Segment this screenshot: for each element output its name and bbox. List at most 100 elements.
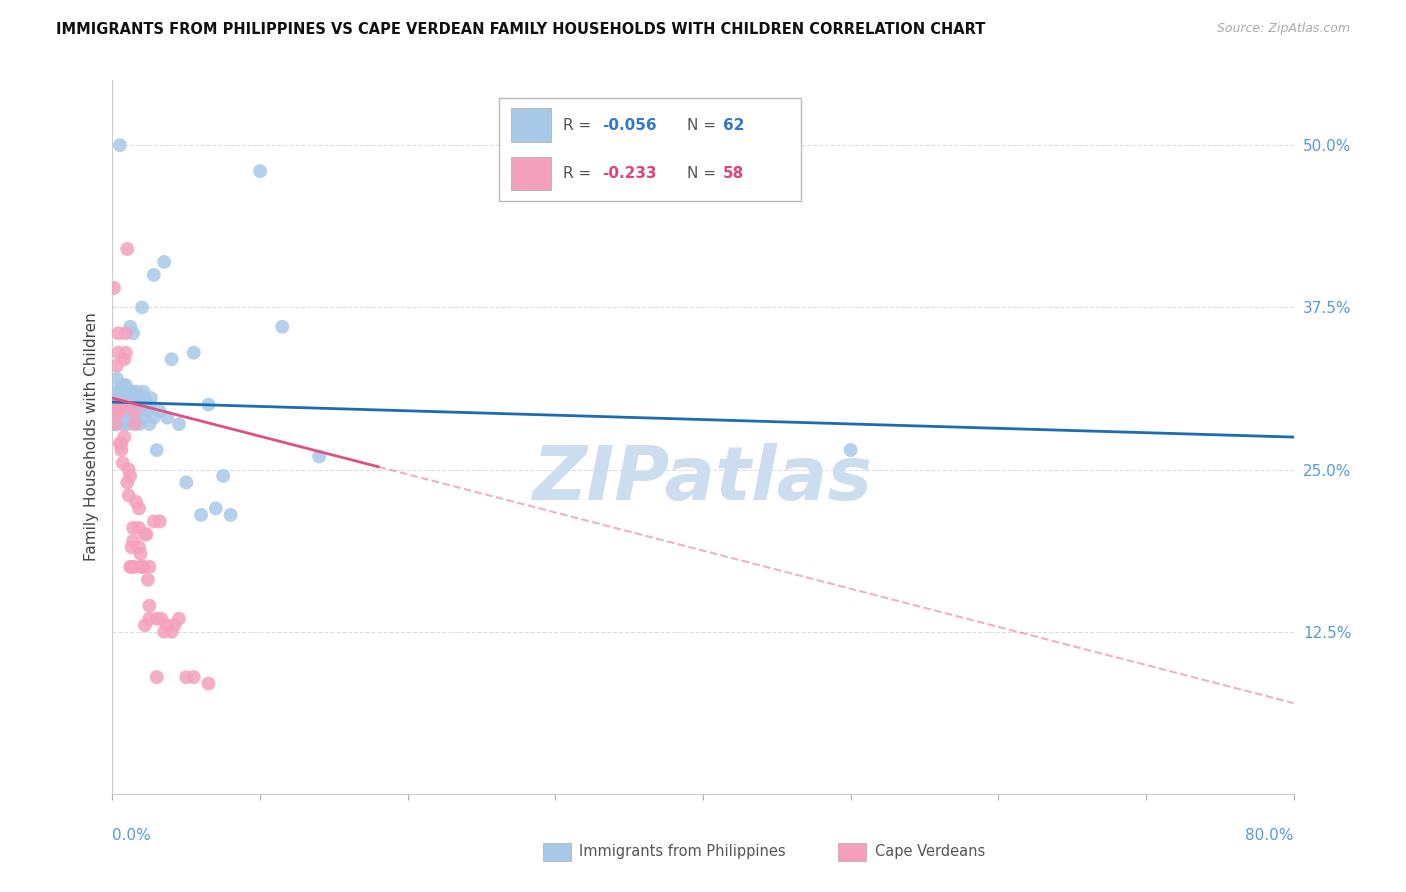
Point <box>134 618 156 632</box>
Point <box>125 495 148 509</box>
Point <box>131 559 153 574</box>
Point <box>128 391 150 405</box>
Point <box>134 410 156 425</box>
Point <box>308 450 330 464</box>
Point <box>138 612 160 626</box>
Point <box>135 527 157 541</box>
Point <box>107 391 129 405</box>
Point <box>146 670 169 684</box>
Point <box>121 541 143 555</box>
Point <box>103 281 125 295</box>
Point <box>146 443 169 458</box>
Point <box>122 391 145 405</box>
Point <box>138 599 160 613</box>
Point <box>118 391 141 405</box>
Point <box>122 533 145 548</box>
Point <box>128 501 150 516</box>
Point <box>271 319 294 334</box>
Point <box>124 417 146 431</box>
Point <box>156 618 179 632</box>
Point <box>110 436 132 450</box>
Point <box>122 521 145 535</box>
Point <box>136 573 159 587</box>
Point <box>142 410 165 425</box>
Point <box>183 345 205 359</box>
Point <box>110 443 132 458</box>
Point <box>174 670 197 684</box>
Point <box>112 352 135 367</box>
Point <box>114 326 136 341</box>
Point <box>117 242 138 256</box>
Point <box>120 404 142 418</box>
Point <box>112 391 135 405</box>
Text: N =: N = <box>686 166 720 181</box>
Point <box>121 410 143 425</box>
Point <box>125 384 148 399</box>
Point <box>197 676 219 690</box>
Point <box>249 164 271 178</box>
Point <box>120 319 142 334</box>
Point <box>138 417 160 431</box>
Point <box>129 398 152 412</box>
Point <box>112 398 135 412</box>
Point <box>135 404 157 418</box>
Point <box>110 398 132 412</box>
Text: Cape Verdeans: Cape Verdeans <box>875 845 984 859</box>
Point <box>108 384 131 399</box>
Point <box>118 462 141 476</box>
Point <box>105 359 128 373</box>
Point <box>117 417 138 431</box>
Point <box>118 488 141 502</box>
Text: N =: N = <box>686 118 720 133</box>
Point <box>127 404 149 418</box>
FancyBboxPatch shape <box>499 98 801 201</box>
Point <box>160 624 183 639</box>
Point <box>150 612 173 626</box>
Point <box>104 417 127 431</box>
Point <box>149 404 172 418</box>
Point <box>105 398 128 412</box>
Point <box>107 410 129 425</box>
Point <box>120 559 142 574</box>
Point <box>105 404 128 418</box>
Point <box>139 391 162 405</box>
Point <box>104 404 127 418</box>
Point <box>132 384 155 399</box>
Point <box>160 352 183 367</box>
Point <box>839 443 862 458</box>
Point <box>153 624 176 639</box>
Point <box>122 326 145 341</box>
Point <box>132 559 155 574</box>
Text: 0.0%: 0.0% <box>112 828 152 843</box>
Point <box>124 404 146 418</box>
Point <box>153 255 176 269</box>
Point <box>121 559 143 574</box>
Point <box>121 384 143 399</box>
Y-axis label: Family Households with Children: Family Households with Children <box>84 313 100 561</box>
Bar <box>512 157 551 190</box>
Point <box>183 670 205 684</box>
Point <box>108 138 131 153</box>
Text: Immigrants from Philippines: Immigrants from Philippines <box>579 845 786 859</box>
Point <box>149 515 172 529</box>
Text: -0.233: -0.233 <box>602 166 657 181</box>
Point <box>174 475 197 490</box>
Text: IMMIGRANTS FROM PHILIPPINES VS CAPE VERDEAN FAMILY HOUSEHOLDS WITH CHILDREN CORR: IMMIGRANTS FROM PHILIPPINES VS CAPE VERD… <box>56 22 986 37</box>
Point <box>114 378 136 392</box>
Point <box>167 612 190 626</box>
Text: 62: 62 <box>723 118 744 133</box>
Point <box>124 410 146 425</box>
Point <box>108 436 131 450</box>
Text: ZIPatlas: ZIPatlas <box>533 443 873 516</box>
Point <box>114 345 136 359</box>
Point <box>134 391 156 405</box>
Point <box>112 430 135 444</box>
Point <box>129 547 152 561</box>
Text: Source: ZipAtlas.com: Source: ZipAtlas.com <box>1216 22 1350 36</box>
Text: -0.056: -0.056 <box>602 118 657 133</box>
Point <box>131 559 153 574</box>
Point <box>219 508 242 522</box>
Point <box>107 326 129 341</box>
Point <box>197 398 219 412</box>
Point <box>156 410 179 425</box>
